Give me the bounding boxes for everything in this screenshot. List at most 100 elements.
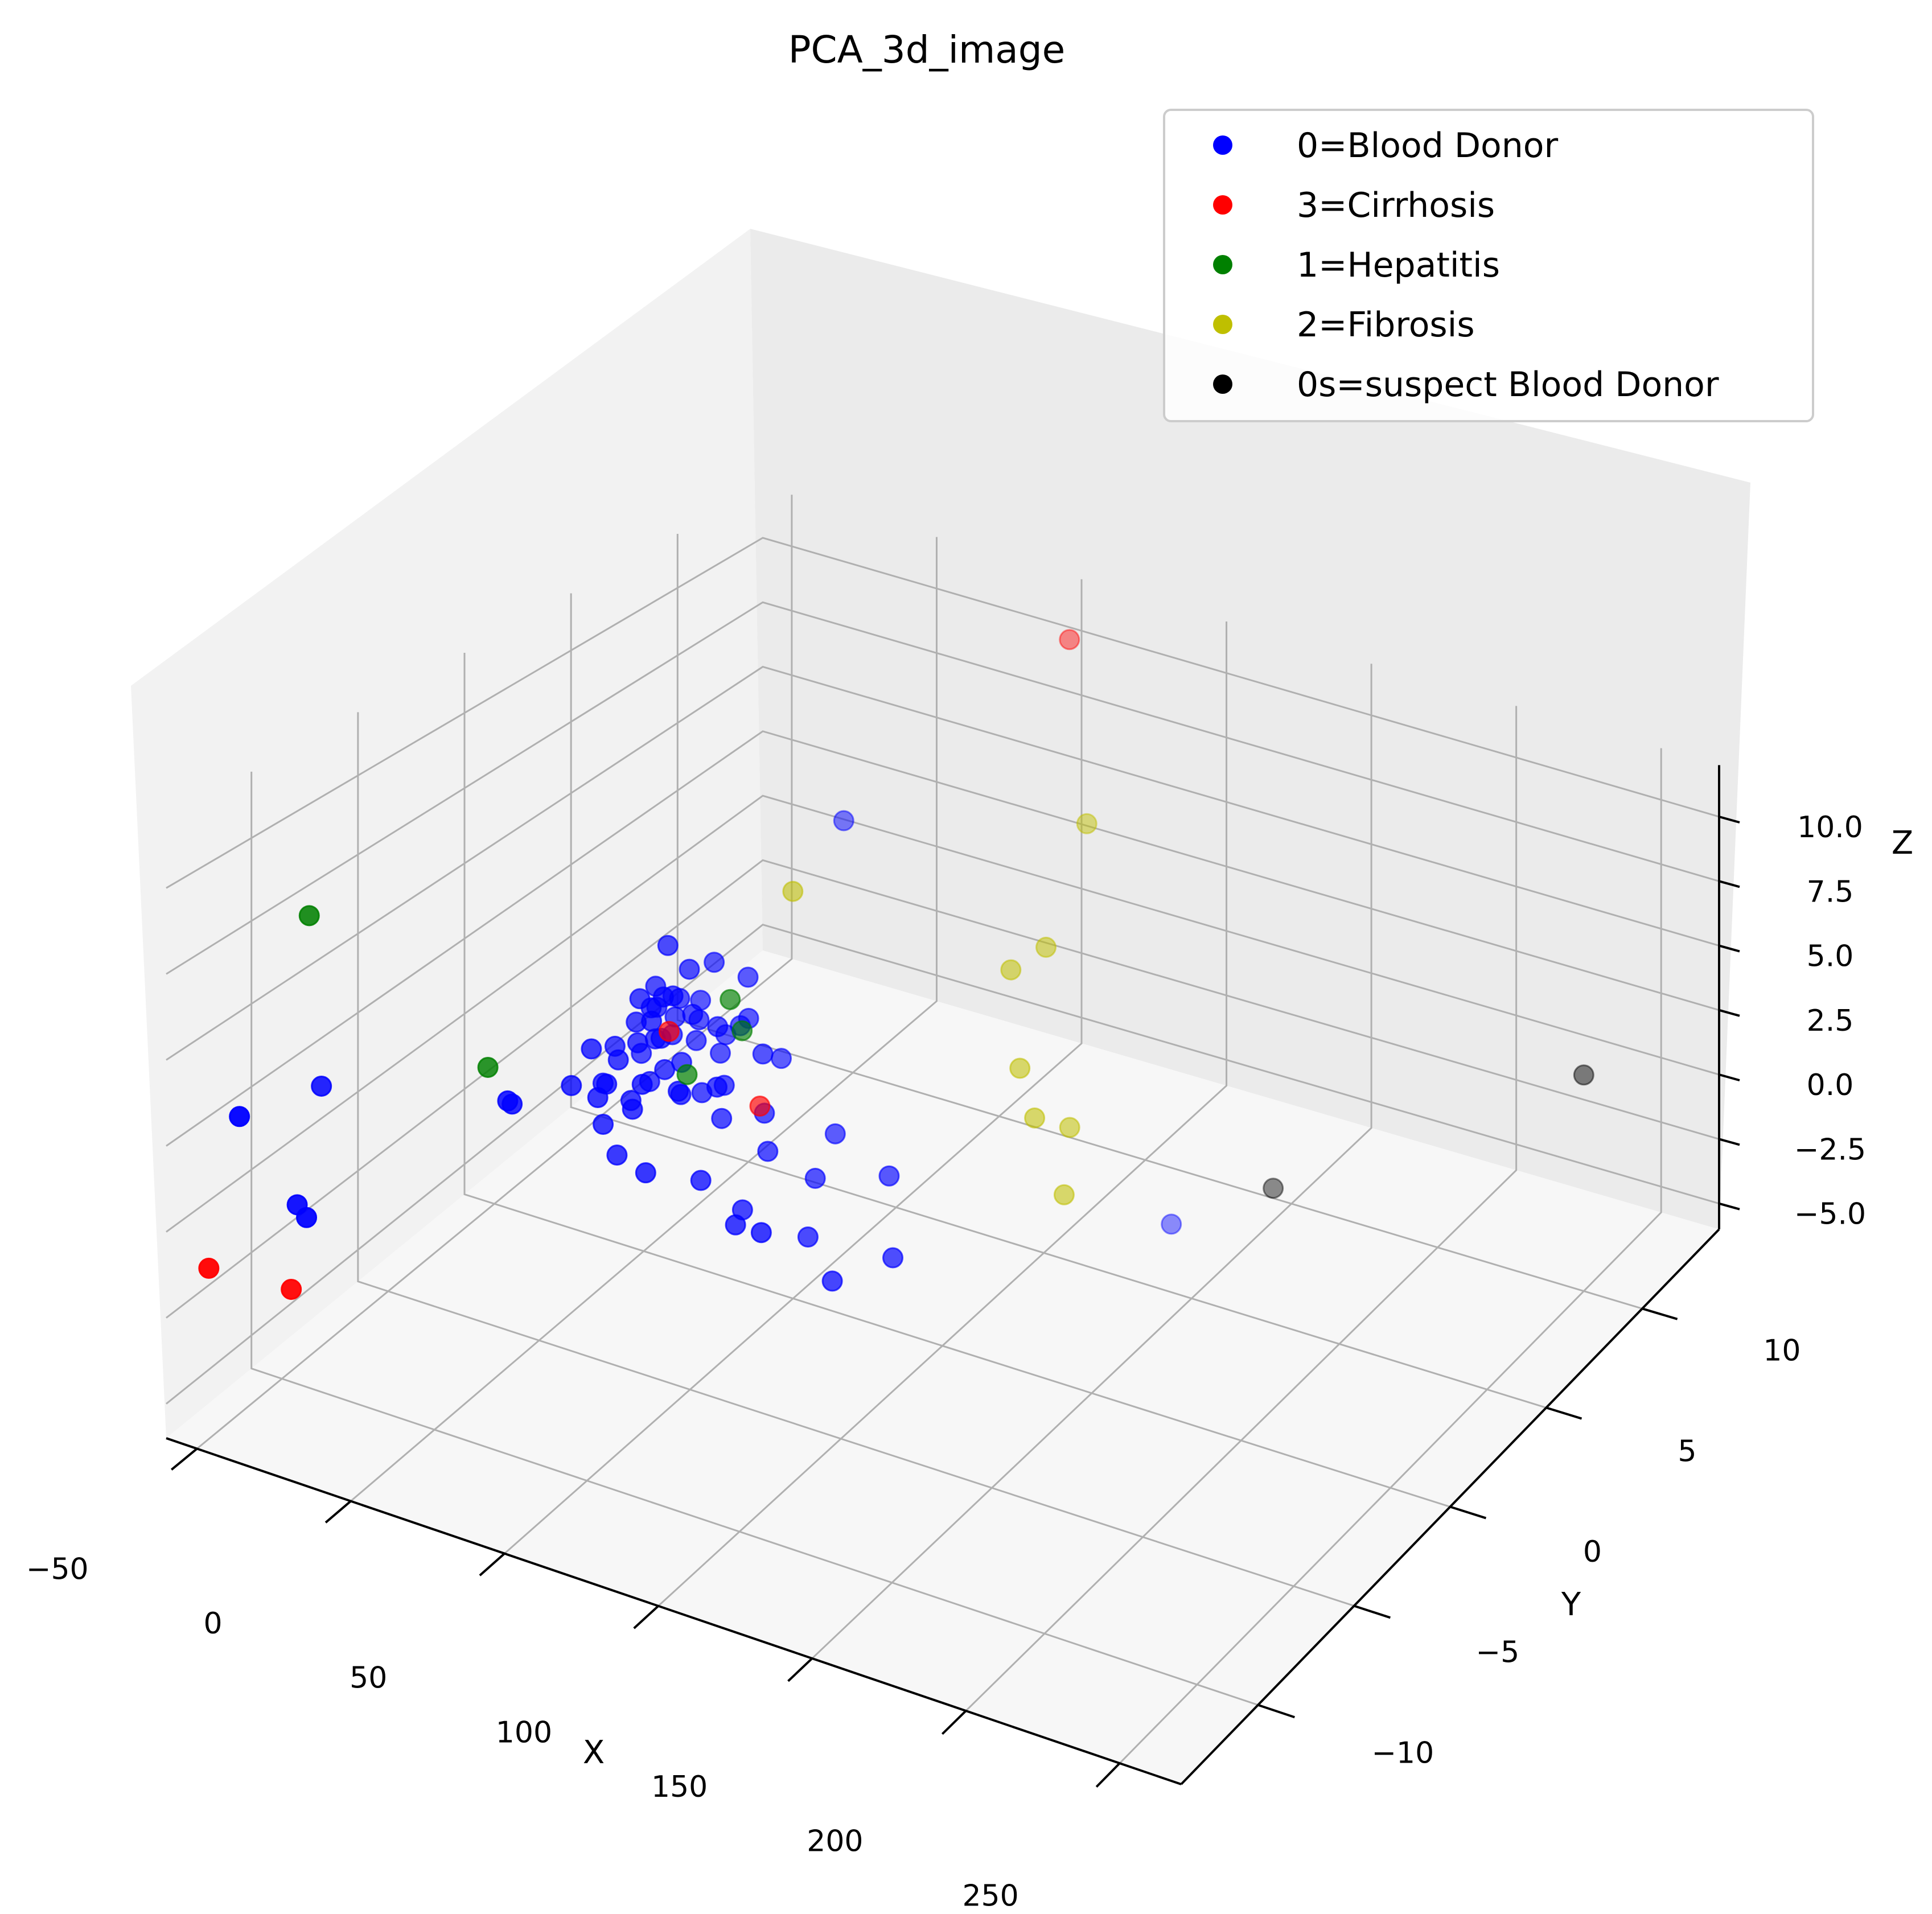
scatter-point [709, 1042, 731, 1064]
y-tick-mark [1449, 1505, 1487, 1520]
scatter-point [1000, 959, 1022, 981]
scatter-point [797, 1226, 819, 1248]
z-tick-label: 7.5 [1807, 875, 1854, 909]
y-grid-line [250, 771, 1259, 1706]
x-tick-label: 0 [203, 1607, 222, 1641]
z-grid-line [166, 859, 1720, 1319]
legend-box [1163, 109, 1814, 422]
y-tick-mark [1354, 1604, 1391, 1619]
scatter-point [804, 1167, 826, 1189]
scatter-point [658, 1020, 680, 1042]
x-grid-line [811, 664, 1372, 1659]
scatter-point [749, 1095, 771, 1117]
legend-marker [1213, 315, 1232, 334]
scatter-point [1573, 1064, 1594, 1086]
scatter-point [679, 958, 700, 980]
scatter-point [878, 1165, 900, 1187]
axes: −50050100150200250−10−50510−5.0−2.50.02.… [26, 765, 1866, 1913]
legend-marker [1213, 135, 1232, 155]
z-tick-mark [1719, 1138, 1740, 1146]
scatter-point [750, 1222, 772, 1244]
y-tick-mark [1257, 1703, 1295, 1719]
scatter-point [622, 1098, 643, 1120]
x-grid-line [196, 495, 793, 1450]
scatter-point [1076, 813, 1097, 834]
scatter-point [882, 1247, 904, 1269]
scatter-point [1263, 1178, 1284, 1199]
scatter-point [704, 952, 725, 973]
y-tick-label: 5 [1678, 1434, 1696, 1468]
y-axis-line [1180, 1228, 1720, 1785]
scatter-point [1009, 1057, 1031, 1079]
z-grid-line [166, 665, 1720, 1061]
y-tick-label: −5 [1476, 1636, 1520, 1670]
scatter-point [824, 1123, 846, 1145]
z-tick-mark [1719, 944, 1740, 953]
scatter-point [731, 1020, 753, 1042]
scatter-point [752, 1043, 774, 1065]
scatter-point [311, 1075, 332, 1097]
y-tick-label: 10 [1763, 1334, 1801, 1368]
scatter-point [782, 880, 804, 902]
z-grid-line [166, 924, 1720, 1405]
scatter-point [676, 1064, 698, 1085]
x-grid-line [350, 537, 938, 1502]
scatter-point [561, 1075, 582, 1096]
scatter-point [641, 1010, 663, 1032]
scatter-point [477, 1056, 499, 1078]
x-tick-mark [941, 1710, 967, 1735]
z-tick-label: −5.0 [1794, 1197, 1866, 1232]
scatter-point [690, 990, 712, 1011]
z-grid-line [166, 730, 1720, 1147]
y-axis-label: Y [1561, 1586, 1581, 1623]
z-tick-label: 5.0 [1807, 940, 1854, 974]
scatter-point [685, 1030, 707, 1051]
back-right-pane [750, 229, 1750, 1229]
x-tick-label: 100 [496, 1715, 552, 1750]
x-grid-line [657, 621, 1228, 1607]
x-grid-line [1119, 748, 1662, 1764]
scatter-point [690, 1170, 712, 1191]
y-tick-label: 0 [1583, 1535, 1602, 1569]
scatter-point [1059, 629, 1080, 651]
z-tick-label: −2.5 [1794, 1133, 1866, 1167]
x-tick-mark [633, 1605, 659, 1629]
y-tick-mark [1545, 1406, 1582, 1420]
scatter-point [1035, 936, 1057, 958]
z-grid-line [166, 795, 1720, 1233]
plot-panes [131, 229, 1750, 1784]
z-tick-label: 10.0 [1797, 810, 1863, 845]
z-tick-mark [1719, 1073, 1740, 1082]
scatter-point [688, 1009, 710, 1031]
x-tick-mark [1095, 1762, 1121, 1788]
x-tick-mark [479, 1553, 505, 1577]
scatter-point [711, 1108, 733, 1129]
z-tick-mark [1719, 1009, 1740, 1017]
legend-marker [1213, 374, 1232, 394]
x-tick-label: 200 [807, 1825, 863, 1859]
scatter-point [631, 1043, 652, 1064]
scatter-point [720, 989, 741, 1010]
scatter-point [654, 1059, 676, 1080]
scatter-point [629, 988, 651, 1010]
x-tick-label: 50 [350, 1661, 387, 1695]
x-grid-line [504, 579, 1083, 1554]
x-tick-label: 150 [651, 1770, 708, 1804]
scatter-point [770, 1048, 792, 1069]
grid-lines [166, 495, 1720, 1764]
z-grid-line [166, 537, 1720, 889]
scatter-point [606, 1145, 628, 1166]
y-tick-mark [1642, 1307, 1678, 1320]
legend-label: 3=Cirrhosis [1297, 186, 1495, 225]
y-grid-line [463, 652, 1450, 1508]
scatter-point [1161, 1213, 1182, 1235]
scatter-point [1024, 1107, 1046, 1129]
scatter-point [198, 1257, 220, 1279]
legend-label: 1=Hepatitis [1297, 245, 1500, 285]
scatter-point [581, 1038, 602, 1060]
z-tick-mark [1719, 816, 1740, 824]
x-tick-label: −50 [26, 1552, 89, 1586]
z-tick-mark [1719, 880, 1740, 888]
scatter-point [737, 966, 759, 988]
